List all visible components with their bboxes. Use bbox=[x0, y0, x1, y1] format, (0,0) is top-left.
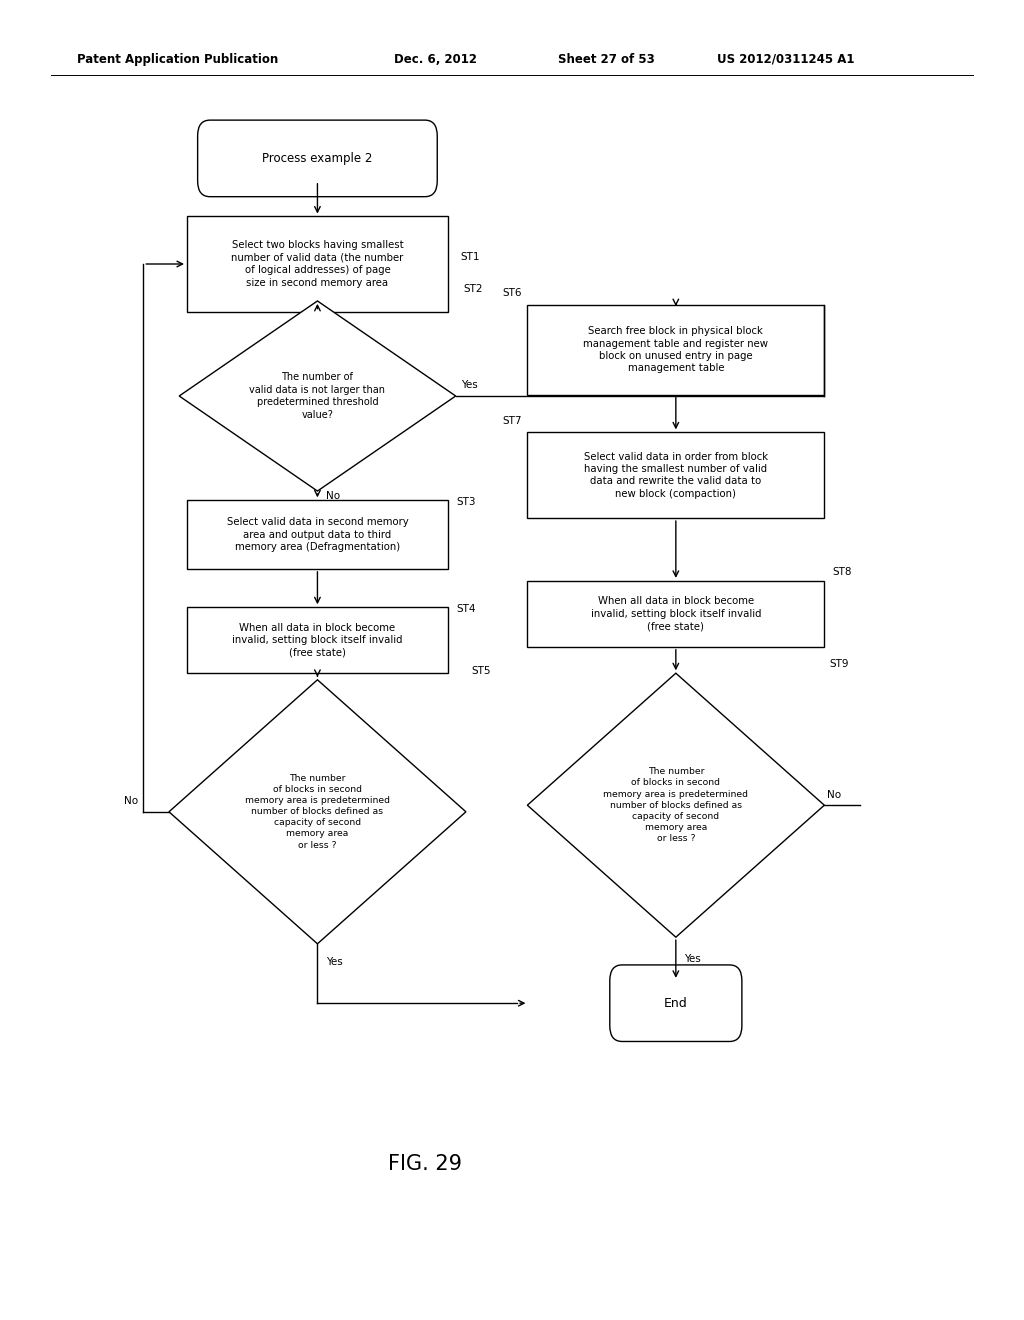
Text: FIG. 29: FIG. 29 bbox=[388, 1154, 462, 1175]
Polygon shape bbox=[179, 301, 456, 491]
Text: ST9: ST9 bbox=[829, 659, 849, 669]
Text: No: No bbox=[827, 789, 842, 800]
Text: When all data in block become
invalid, setting block itself invalid
(free state): When all data in block become invalid, s… bbox=[232, 623, 402, 657]
Text: Select two blocks having smallest
number of valid data (the number
of logical ad: Select two blocks having smallest number… bbox=[231, 240, 403, 288]
Text: US 2012/0311245 A1: US 2012/0311245 A1 bbox=[717, 53, 854, 66]
Bar bbox=[186, 500, 449, 569]
Text: Dec. 6, 2012: Dec. 6, 2012 bbox=[394, 53, 477, 66]
Bar bbox=[186, 216, 449, 312]
Bar bbox=[527, 305, 824, 395]
Text: Yes: Yes bbox=[684, 954, 700, 964]
Text: ST4: ST4 bbox=[457, 603, 476, 614]
Text: ST8: ST8 bbox=[833, 566, 852, 577]
Bar bbox=[527, 432, 824, 517]
Text: ST3: ST3 bbox=[457, 496, 476, 507]
Text: Patent Application Publication: Patent Application Publication bbox=[77, 53, 279, 66]
Text: End: End bbox=[664, 997, 688, 1010]
Text: ST6: ST6 bbox=[503, 288, 522, 298]
Text: Select valid data in second memory
area and output data to third
memory area (De: Select valid data in second memory area … bbox=[226, 517, 409, 552]
Text: Select valid data in order from block
having the smallest number of valid
data a: Select valid data in order from block ha… bbox=[584, 451, 768, 499]
Polygon shape bbox=[527, 673, 824, 937]
Text: Yes: Yes bbox=[461, 380, 477, 391]
Text: When all data in block become
invalid, setting block itself invalid
(free state): When all data in block become invalid, s… bbox=[591, 597, 761, 631]
Text: Process example 2: Process example 2 bbox=[262, 152, 373, 165]
Text: The number of
valid data is not larger than
predetermined threshold
value?: The number of valid data is not larger t… bbox=[250, 372, 385, 420]
Text: No: No bbox=[326, 491, 340, 500]
Text: Sheet 27 of 53: Sheet 27 of 53 bbox=[558, 53, 654, 66]
FancyBboxPatch shape bbox=[198, 120, 437, 197]
Text: Search free block in physical block
management table and register new
block on u: Search free block in physical block mana… bbox=[584, 326, 768, 374]
Text: ST2: ST2 bbox=[464, 284, 483, 294]
Text: Yes: Yes bbox=[326, 957, 342, 968]
Bar bbox=[527, 581, 824, 647]
Text: The number
of blocks in second
memory area is predetermined
number of blocks def: The number of blocks in second memory ar… bbox=[603, 767, 749, 843]
Bar bbox=[186, 607, 449, 673]
Text: The number
of blocks in second
memory area is predetermined
number of blocks def: The number of blocks in second memory ar… bbox=[245, 774, 390, 850]
Text: ST1: ST1 bbox=[461, 252, 480, 263]
Polygon shape bbox=[169, 680, 466, 944]
Text: ST5: ST5 bbox=[471, 665, 490, 676]
FancyBboxPatch shape bbox=[610, 965, 741, 1041]
Text: ST7: ST7 bbox=[503, 416, 522, 425]
Text: No: No bbox=[124, 796, 138, 807]
